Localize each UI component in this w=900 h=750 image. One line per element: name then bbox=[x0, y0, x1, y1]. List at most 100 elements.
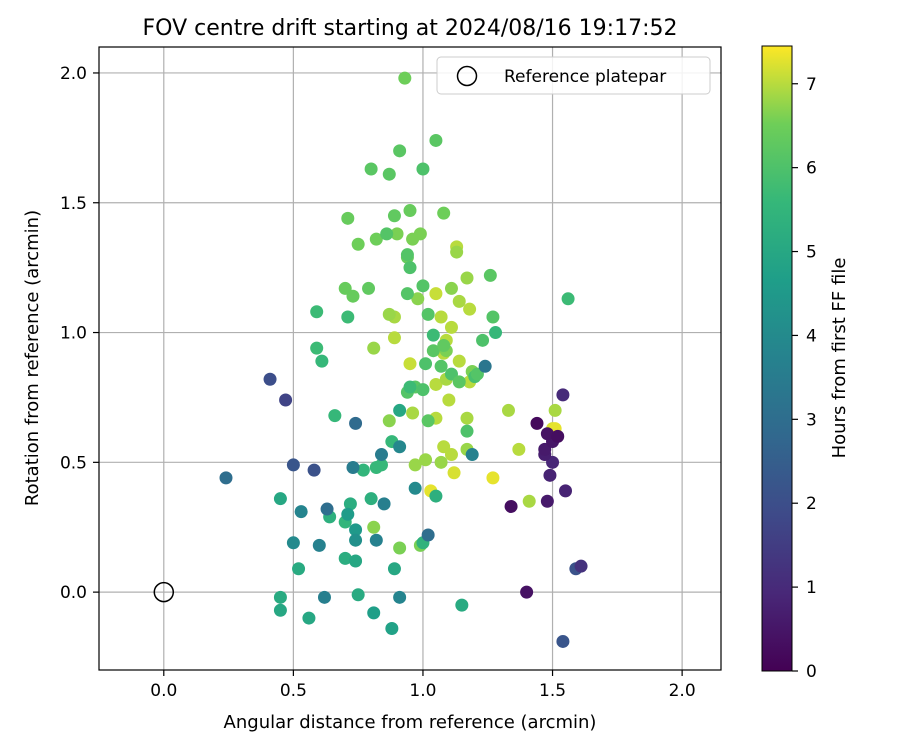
scatter-point bbox=[437, 339, 451, 353]
scatter-point bbox=[429, 287, 443, 301]
scatter-point bbox=[421, 528, 435, 542]
scatter-point bbox=[362, 281, 376, 295]
scatter-point bbox=[382, 414, 396, 428]
chart-title: FOV centre drift starting at 2024/08/16 … bbox=[143, 16, 678, 41]
scatter-point bbox=[393, 541, 407, 555]
scatter-point bbox=[292, 562, 306, 576]
scatter-point bbox=[530, 416, 544, 430]
scatter-point bbox=[346, 461, 360, 475]
colorbar-tick-label: 3 bbox=[806, 410, 817, 430]
colorbar-tick-label: 6 bbox=[806, 159, 817, 179]
scatter-point bbox=[442, 393, 456, 407]
y-tick-label: 0.5 bbox=[60, 453, 87, 473]
scatter-point bbox=[416, 162, 430, 176]
x-tick-label: 1.0 bbox=[409, 681, 436, 701]
scatter-point bbox=[429, 133, 443, 147]
scatter-point bbox=[393, 590, 407, 604]
scatter-point bbox=[520, 585, 534, 599]
scatter-point bbox=[429, 377, 443, 391]
legend-label: Reference platepar bbox=[504, 67, 666, 87]
scatter-point bbox=[543, 468, 557, 482]
scatter-point bbox=[460, 424, 474, 438]
x-tick-label: 0.5 bbox=[280, 681, 307, 701]
scatter-point bbox=[400, 248, 414, 262]
scatter-point bbox=[444, 320, 458, 334]
scatter-point bbox=[369, 533, 383, 547]
scatter-point bbox=[561, 292, 575, 306]
x-axis-ticks: 0.0 0.5 1.0 1.5 2.0 bbox=[150, 670, 696, 701]
scatter-point bbox=[501, 403, 515, 417]
scatter-point bbox=[406, 406, 420, 420]
scatter-point bbox=[559, 484, 572, 498]
legend-marker-icon bbox=[456, 65, 478, 87]
scatter-point bbox=[380, 227, 394, 241]
scatter-point bbox=[387, 209, 401, 223]
colorbar-tick-label: 2 bbox=[806, 494, 817, 514]
plot-frame bbox=[98, 46, 722, 671]
scatter-point bbox=[434, 310, 448, 324]
scatter-point bbox=[320, 502, 334, 516]
scatter-point bbox=[411, 292, 425, 306]
x-tick-label: 1.5 bbox=[539, 681, 566, 701]
scatter-point bbox=[452, 354, 466, 368]
scatter-point bbox=[483, 268, 497, 282]
scatter-point bbox=[367, 341, 381, 355]
scatter-point bbox=[437, 206, 451, 220]
legend-box bbox=[436, 56, 711, 95]
scatter-point bbox=[341, 507, 355, 521]
scatter-point bbox=[452, 375, 466, 389]
scatter-point bbox=[540, 494, 554, 508]
scatter-point bbox=[437, 440, 451, 454]
scatter-point bbox=[403, 380, 417, 394]
scatter-point bbox=[452, 294, 466, 308]
scatter-point bbox=[416, 383, 430, 397]
legend: Reference platepar bbox=[436, 56, 711, 95]
scatter-point bbox=[279, 393, 293, 407]
scatter-point bbox=[403, 261, 417, 275]
scatter-point bbox=[419, 453, 433, 467]
scatter-point bbox=[556, 634, 570, 648]
scatter-point bbox=[398, 71, 412, 85]
scatter-point bbox=[367, 520, 381, 534]
scatter-point bbox=[413, 227, 427, 241]
x-tick-label: 0.0 bbox=[150, 681, 177, 701]
scatter-point bbox=[522, 494, 536, 508]
scatter-point bbox=[346, 289, 360, 303]
scatter-point bbox=[385, 621, 399, 635]
scatter-point bbox=[294, 505, 308, 519]
scatter-point bbox=[403, 204, 417, 218]
scatter-point bbox=[450, 245, 464, 259]
y-tick-label: 0.0 bbox=[60, 583, 87, 603]
reference-platepar-marker bbox=[153, 581, 175, 603]
scatter-point bbox=[310, 341, 324, 355]
scatter-point bbox=[460, 411, 474, 425]
scatter-point bbox=[393, 440, 407, 454]
scatter-point bbox=[393, 403, 407, 417]
scatter-point bbox=[556, 388, 570, 402]
colorbar-tick-label: 0 bbox=[806, 662, 817, 682]
data-points bbox=[219, 71, 588, 648]
scatter-point bbox=[341, 211, 355, 225]
scatter-point bbox=[421, 307, 435, 321]
scatter-point bbox=[548, 403, 562, 417]
colorbar-ticks: 0 1 2 3 4 5 6 7 bbox=[792, 75, 817, 682]
y-axis-label: Rotation from reference (arcmin) bbox=[22, 210, 43, 506]
scatter-point bbox=[393, 144, 407, 158]
scatter-point bbox=[421, 414, 435, 428]
scatter-point bbox=[343, 497, 357, 511]
scatter-point bbox=[351, 237, 365, 251]
scatter-point bbox=[486, 471, 500, 485]
scatter-point bbox=[312, 538, 326, 552]
scatter-point bbox=[356, 463, 370, 477]
colorbar-tick-label: 7 bbox=[806, 75, 817, 95]
scatter-point bbox=[374, 448, 388, 462]
scatter-point bbox=[390, 227, 404, 241]
scatter-point bbox=[444, 281, 458, 295]
scatter-point bbox=[341, 310, 355, 324]
scatter-point bbox=[263, 372, 277, 386]
scatter-point bbox=[429, 489, 443, 503]
scatter-point bbox=[349, 523, 363, 537]
scatter-point bbox=[307, 463, 321, 477]
x-tick-label: 2.0 bbox=[669, 681, 696, 701]
y-tick-label: 1.5 bbox=[60, 194, 87, 214]
